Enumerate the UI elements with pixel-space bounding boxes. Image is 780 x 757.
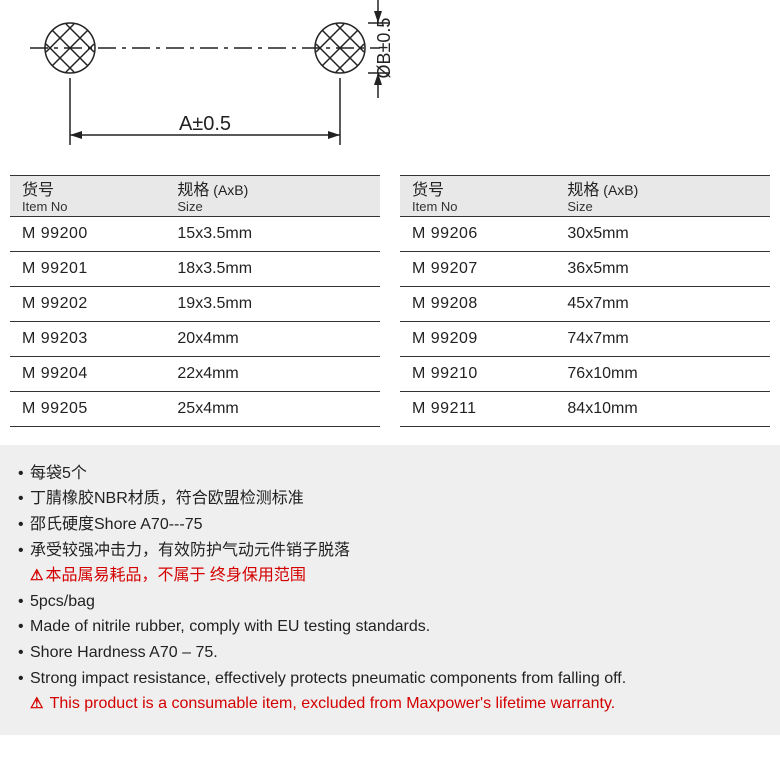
cell-item: M 99211 <box>400 391 555 426</box>
table-row: M 9920736x5mm <box>400 251 770 286</box>
note-item: 每袋5个 <box>18 461 762 487</box>
warning-icon: ⚠ <box>30 695 43 712</box>
notes-panel: 每袋5个丁腈橡胶NBR材质，符合欧盟检测标准邵氏硬度Shore A70---75… <box>0 445 780 735</box>
table-row: M 9920320x4mm <box>10 321 380 356</box>
spec-table-right: 货号 Item No 规格 (AxB) Size M 9920630x5mmM … <box>400 175 770 427</box>
table-row: M 9920015x3.5mm <box>10 216 380 251</box>
table-row: M 9921076x10mm <box>400 356 770 391</box>
cell-size: 19x3.5mm <box>165 286 380 321</box>
cell-item: M 99207 <box>400 251 555 286</box>
spec-tables: 货号 Item No 规格 (AxB) Size M 9920015x3.5mm… <box>0 175 780 427</box>
cell-size: 84x10mm <box>555 391 770 426</box>
table-body-right: M 9920630x5mmM 9920736x5mmM 9920845x7mmM… <box>400 216 770 426</box>
cell-size: 20x4mm <box>165 321 380 356</box>
cell-size: 22x4mm <box>165 356 380 391</box>
note-item: Strong impact resistance, effectively pr… <box>18 666 762 692</box>
notes-list-cn: 每袋5个丁腈橡胶NBR材质，符合欧盟检测标准邵氏硬度Shore A70---75… <box>18 461 762 563</box>
cell-item: M 99209 <box>400 321 555 356</box>
cell-item: M 99201 <box>10 251 165 286</box>
table-row: M 9921184x10mm <box>400 391 770 426</box>
cell-item: M 99205 <box>10 391 165 426</box>
table-row: M 9920525x4mm <box>10 391 380 426</box>
cell-size: 30x5mm <box>555 216 770 251</box>
cell-size: 76x10mm <box>555 356 770 391</box>
cell-size: 25x4mm <box>165 391 380 426</box>
note-item: Made of nitrile rubber, comply with EU t… <box>18 614 762 640</box>
table-row: M 9920630x5mm <box>400 216 770 251</box>
table-body-left: M 9920015x3.5mmM 9920118x3.5mmM 9920219x… <box>10 216 380 426</box>
warning-cn: ⚠本品属易耗品，不属于 终身保用范围 <box>18 563 762 589</box>
col-item-header: 货号 Item No <box>400 176 555 217</box>
note-item: Shore Hardness A70 – 75. <box>18 640 762 666</box>
note-item: 承受较强冲击力，有效防护气动元件销子脱落 <box>18 538 762 564</box>
dim-b-label: ØB±0.5 <box>374 18 394 79</box>
cell-item: M 99206 <box>400 216 555 251</box>
cell-item: M 99203 <box>10 321 165 356</box>
cell-size: 74x7mm <box>555 321 770 356</box>
col-item-header: 货号 Item No <box>10 176 165 217</box>
warning-en: ⚠ This product is a consumable item, exc… <box>18 691 762 717</box>
table-row: M 9920118x3.5mm <box>10 251 380 286</box>
note-item: 5pcs/bag <box>18 589 762 615</box>
cell-item: M 99204 <box>10 356 165 391</box>
cell-size: 36x5mm <box>555 251 770 286</box>
cell-item: M 99200 <box>10 216 165 251</box>
col-size-header: 规格 (AxB) Size <box>555 176 770 217</box>
oring-cross-section-diagram: A±0.5 ØB±0.5 <box>30 0 430 175</box>
cell-size: 18x3.5mm <box>165 251 380 286</box>
notes-list-en: 5pcs/bagMade of nitrile rubber, comply w… <box>18 589 762 691</box>
table-row: M 9920845x7mm <box>400 286 770 321</box>
col-size-header: 规格 (AxB) Size <box>165 176 380 217</box>
note-item: 邵氏硬度Shore A70---75 <box>18 512 762 538</box>
note-item: 丁腈橡胶NBR材质，符合欧盟检测标准 <box>18 486 762 512</box>
warning-icon: ⚠ <box>30 567 43 584</box>
cell-item: M 99208 <box>400 286 555 321</box>
cell-size: 45x7mm <box>555 286 770 321</box>
spec-table-left: 货号 Item No 规格 (AxB) Size M 9920015x3.5mm… <box>10 175 380 427</box>
cell-item: M 99202 <box>10 286 165 321</box>
cell-item: M 99210 <box>400 356 555 391</box>
table-row: M 9920974x7mm <box>400 321 770 356</box>
table-row: M 9920422x4mm <box>10 356 380 391</box>
cell-size: 15x3.5mm <box>165 216 380 251</box>
table-row: M 9920219x3.5mm <box>10 286 380 321</box>
dim-a-label: A±0.5 <box>179 113 231 135</box>
